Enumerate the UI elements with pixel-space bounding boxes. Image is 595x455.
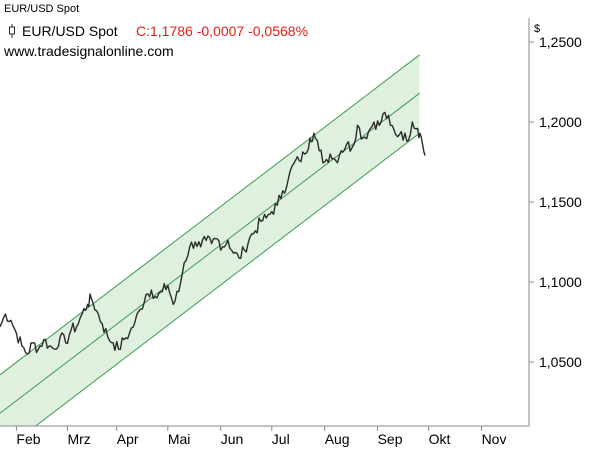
channel-line-lower: [34, 132, 420, 426]
website-label: www.tradesignalonline.com: [3, 43, 174, 59]
x-tick-label: Mrz: [67, 431, 90, 447]
y-axis-ticks: 1,0500 1,1000 1,1500 1,2000 1,2500: [529, 34, 582, 370]
y-tick-label: 1,2000: [539, 114, 582, 130]
x-tick-label: Feb: [16, 431, 40, 447]
instrument-legend: EUR/USD Spot C:1,1786 -0,0007 -0,0568%: [9, 23, 308, 39]
candle-legend-icon-body: [9, 26, 15, 35]
x-tick-label: Jun: [221, 431, 244, 447]
x-tick-label: Aug: [325, 431, 350, 447]
x-tick-label: Jul: [272, 431, 290, 447]
y-tick-label: 1,1000: [539, 274, 582, 290]
price-series: [0, 111, 426, 355]
trend-channel: [0, 54, 420, 426]
y-tick-label: 1,0500: [539, 354, 582, 370]
channel-line-upper: [0, 54, 420, 376]
x-tick-label: Apr: [117, 431, 139, 447]
instrument-name: EUR/USD Spot: [22, 23, 118, 39]
price-line-series-0: [0, 111, 426, 355]
x-tick-label: Okt: [429, 431, 451, 447]
x-tick-label: Nov: [482, 431, 507, 447]
y-tick-label: 1,2500: [539, 34, 582, 50]
window-title: EUR/USD Spot: [4, 3, 79, 15]
x-tick-label: Sep: [378, 431, 403, 447]
x-axis-ticks: Feb Mrz Apr Mai Jun Jul Aug Sep Okt Nov: [15, 426, 507, 447]
currency-symbol: $: [534, 23, 540, 35]
quote-text: C:1,1786 -0,0007 -0,0568%: [136, 23, 308, 39]
y-tick-label: 1,1500: [539, 194, 582, 210]
x-tick-label: Mai: [168, 431, 191, 447]
